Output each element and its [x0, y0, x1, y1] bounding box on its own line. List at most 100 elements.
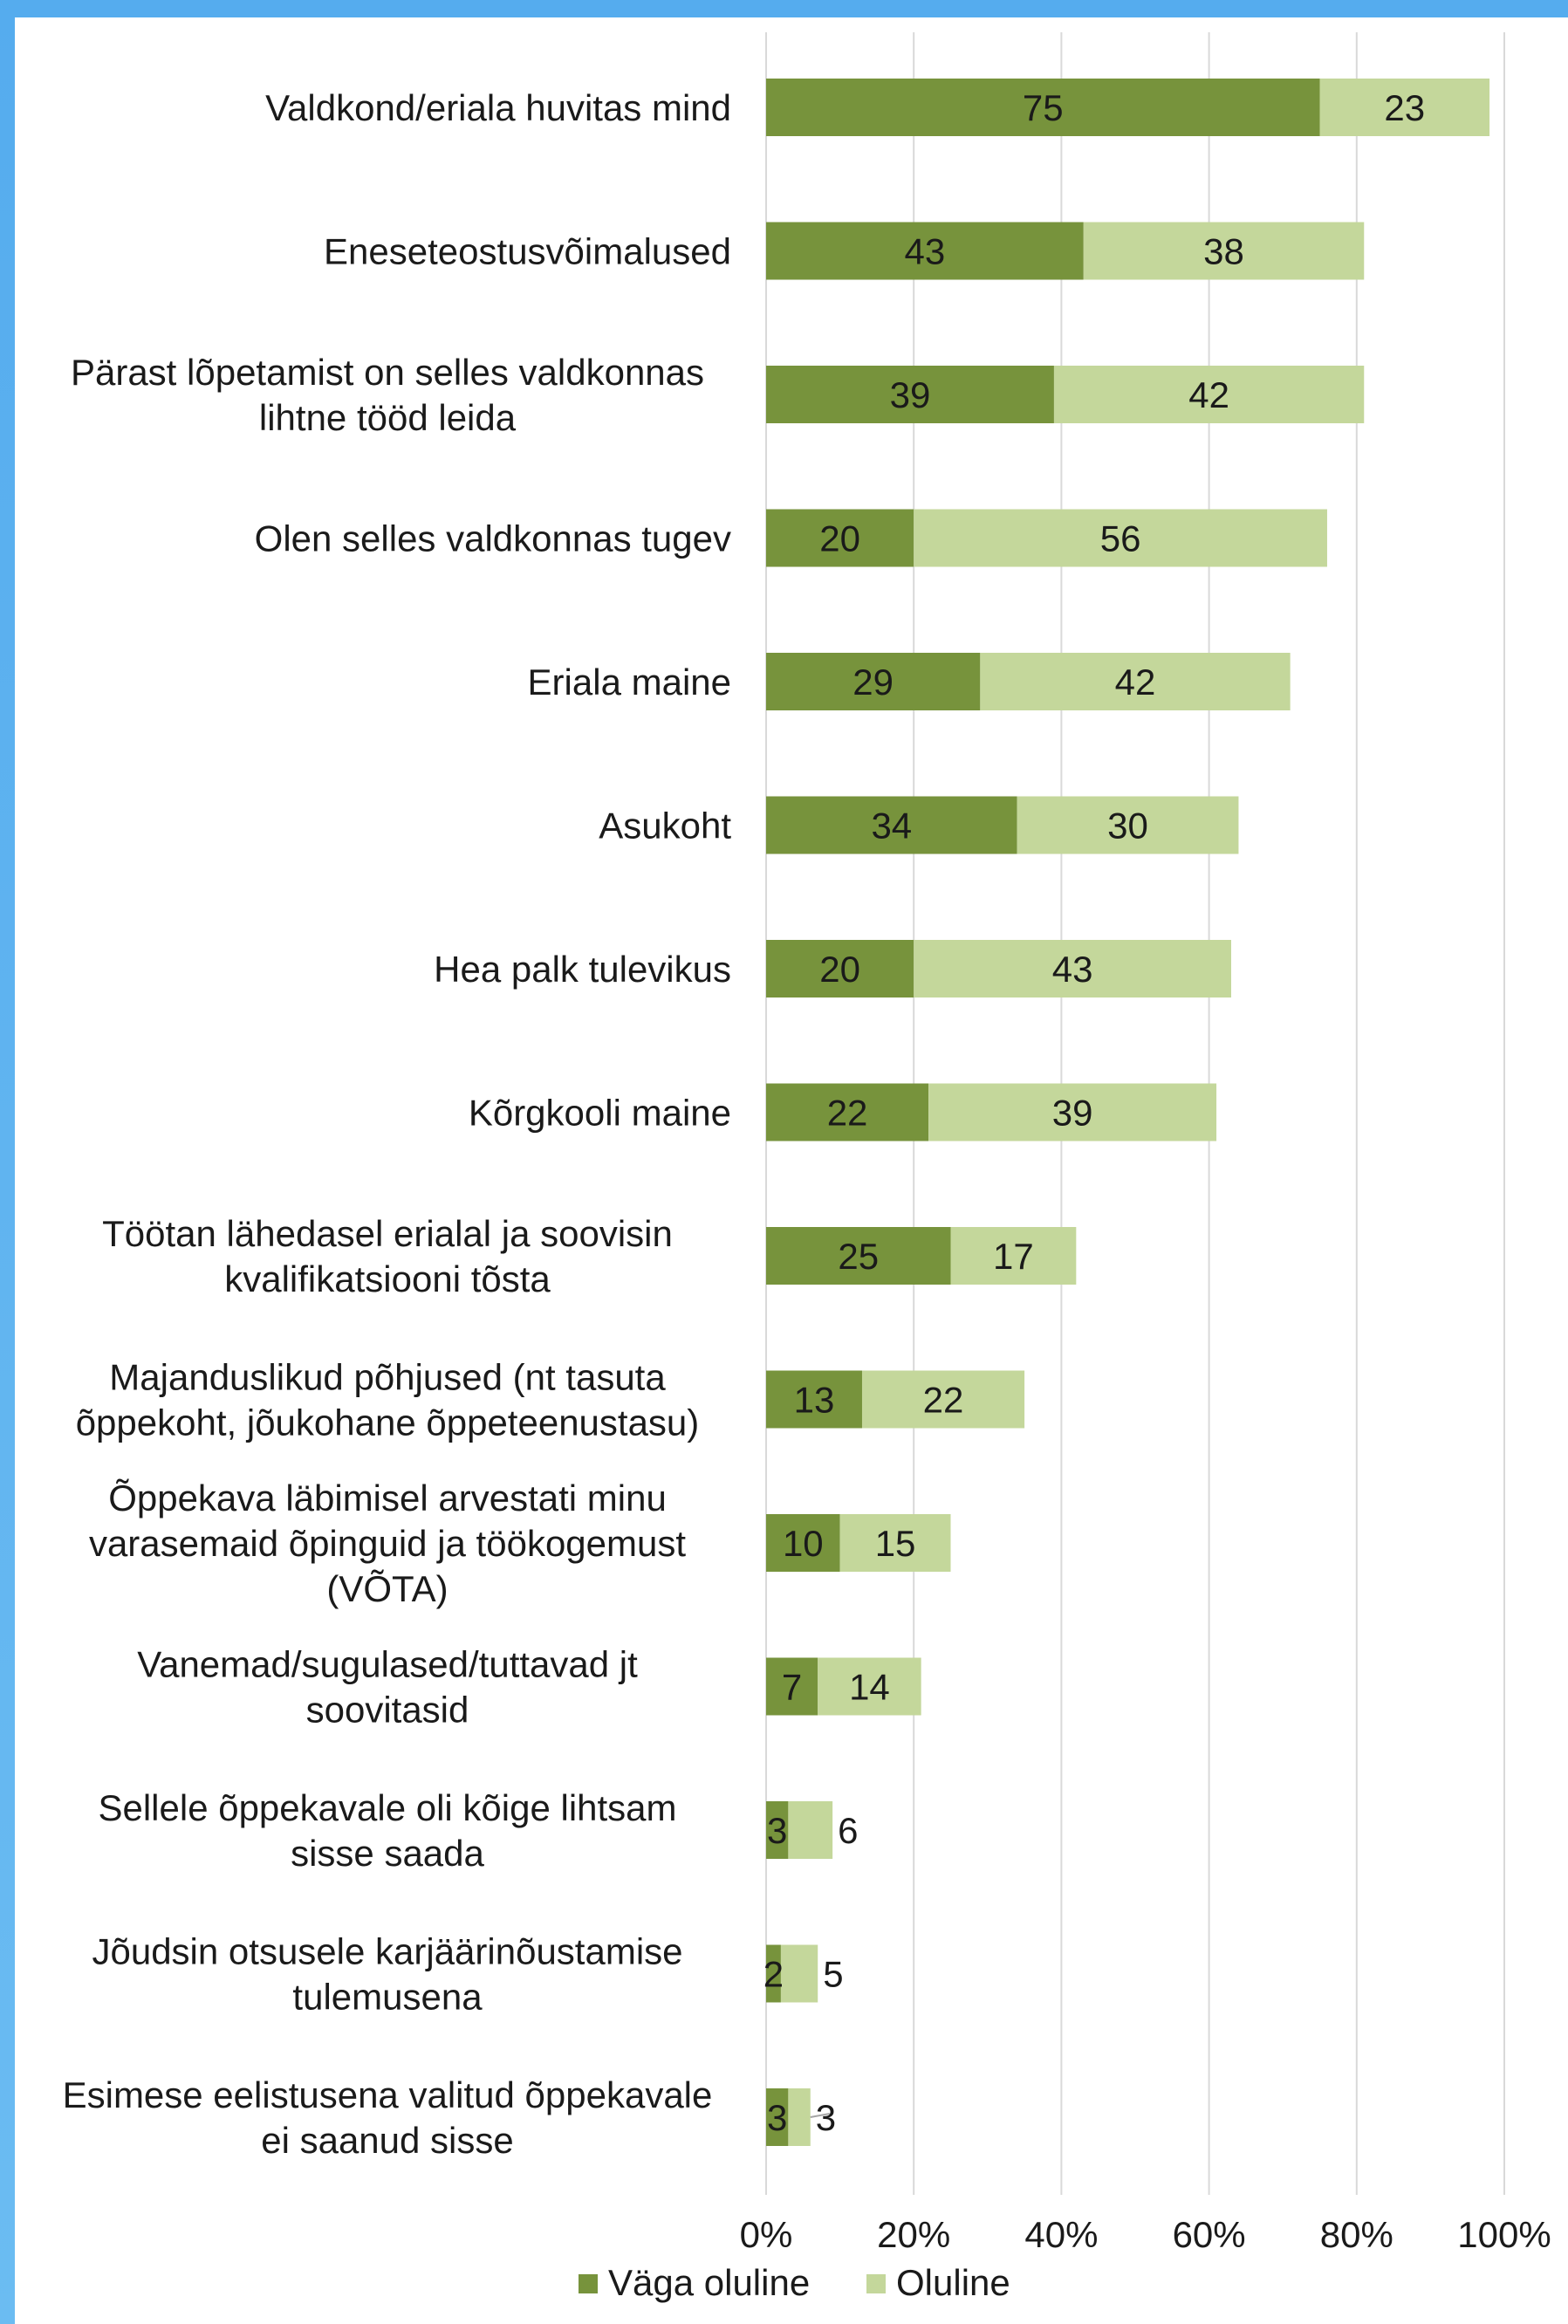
category-label: kvalifikatsiooni tõsta	[224, 1258, 551, 1299]
left-border-bar	[0, 0, 15, 2324]
data-label-oluline: 43	[1052, 949, 1093, 990]
bar-oluline	[788, 1801, 833, 1859]
category-label: Kõrgkooli maine	[469, 1093, 731, 1134]
bar-vaga-oluline	[766, 796, 1017, 854]
bar-vaga-oluline	[766, 509, 914, 567]
data-label-oluline: 23	[1384, 87, 1425, 128]
bar-oluline	[1053, 366, 1365, 423]
bar-vaga-oluline	[766, 1083, 929, 1141]
data-label-vaga-oluline: 34	[871, 806, 912, 847]
data-label-oluline: 30	[1107, 806, 1148, 847]
top-border-bar	[0, 0, 1568, 17]
data-label-oluline: 42	[1115, 662, 1156, 703]
data-label-oluline: 17	[993, 1236, 1034, 1277]
category-label: Eneseteostusvõimalused	[324, 231, 731, 272]
category-label: õppekoht, jõukohane õppeteenustasu)	[76, 1402, 700, 1443]
data-label-oluline: 6	[838, 1810, 858, 1851]
data-label-vaga-oluline: 43	[905, 231, 946, 272]
bar-vaga-oluline	[766, 1944, 781, 2003]
bar-vaga-oluline	[766, 2088, 789, 2146]
category-label: Eriala maine	[528, 662, 731, 703]
bar-vaga-oluline	[766, 653, 981, 710]
data-label-vaga-oluline: 39	[890, 374, 931, 415]
bar-oluline	[788, 2088, 811, 2146]
data-label-vaga-oluline: 20	[819, 949, 860, 990]
data-label-vaga-oluline: 3	[767, 1810, 787, 1851]
bar-vaga-oluline	[766, 222, 1084, 280]
bar-vaga-oluline	[766, 1657, 818, 1716]
category-label: soovitasid	[306, 1690, 469, 1731]
category-label: varasemaid õpinguid ja töökogemust	[89, 1523, 686, 1564]
legend-label: Väga oluline	[608, 2262, 810, 2303]
data-label-oluline: 39	[1052, 1093, 1093, 1134]
legend-swatch	[579, 2274, 598, 2293]
bar-oluline	[1319, 79, 1490, 136]
data-label-oluline: 5	[823, 1954, 843, 1995]
data-label-vaga-oluline: 7	[782, 1667, 802, 1708]
bar-vaga-oluline	[766, 366, 1054, 423]
bar-oluline	[950, 1227, 1077, 1285]
data-label-leader-line	[810, 2113, 830, 2118]
data-label-vaga-oluline: 2	[763, 1954, 784, 1995]
data-label-vaga-oluline: 75	[1023, 87, 1064, 128]
bar-oluline	[1017, 796, 1239, 854]
x-tick-label: 100%	[1457, 2214, 1551, 2255]
data-label-oluline: 3	[816, 2097, 836, 2138]
data-label-oluline: 56	[1100, 518, 1141, 559]
category-label: tulemusena	[292, 1977, 483, 2018]
category-label: ei saanud sisse	[261, 2120, 514, 2161]
x-tick-label: 60%	[1173, 2214, 1246, 2255]
x-tick-label: 0%	[740, 2214, 793, 2255]
category-label: Majanduslikud põhjused (nt tasuta	[109, 1357, 666, 1398]
bar-vaga-oluline	[766, 1801, 789, 1859]
category-label: Vanemad/sugulased/tuttavad jt	[137, 1644, 638, 1685]
category-label: (VÕTA)	[326, 1568, 448, 1609]
x-tick-label: 20%	[877, 2214, 950, 2255]
legend-swatch	[866, 2274, 886, 2293]
data-label-oluline: 42	[1188, 374, 1229, 415]
x-tick-label: 80%	[1320, 2214, 1393, 2255]
bar-oluline	[818, 1657, 921, 1716]
bar-oluline	[839, 1514, 951, 1572]
legend: Väga oluline Oluline	[579, 2262, 1010, 2303]
x-tick-label: 40%	[1024, 2214, 1098, 2255]
bar-oluline	[914, 940, 1231, 997]
data-label-vaga-oluline: 29	[852, 662, 894, 703]
data-label-oluline: 22	[923, 1380, 964, 1421]
bar-oluline	[928, 1083, 1217, 1141]
data-label-oluline: 15	[875, 1523, 916, 1564]
bar-vaga-oluline	[766, 940, 914, 997]
category-label: sisse saada	[291, 1833, 484, 1874]
bar-oluline	[1083, 222, 1365, 280]
data-label-vaga-oluline: 25	[838, 1236, 879, 1277]
x-axis-ticks: 0% 20% 40% 60% 80% 100%	[740, 2214, 1551, 2255]
bar-oluline	[914, 509, 1327, 567]
bar-vaga-oluline	[766, 1514, 840, 1572]
data-label-vaga-oluline: 10	[783, 1523, 824, 1564]
category-label: Hea palk tulevikus	[434, 949, 731, 990]
data-label-vaga-oluline: 3	[767, 2097, 787, 2138]
category-label: Esimese eelistusena valitud õppekavale	[63, 2074, 713, 2115]
bar-vaga-oluline	[766, 79, 1320, 136]
category-labels: Valdkond/eriala huvitas mind Eneseteostus…	[63, 87, 732, 2161]
category-label: Õppekava läbimisel arvestati minu	[108, 1477, 667, 1518]
bar-oluline	[861, 1370, 1025, 1429]
category-label: Pärast lõpetamist on selles valdkonnas	[71, 352, 704, 393]
bar-oluline	[980, 653, 1291, 710]
bar-vaga-oluline	[766, 1370, 862, 1429]
data-label-oluline: 38	[1203, 231, 1244, 272]
bar-oluline	[780, 1944, 818, 2003]
legend-label: Oluline	[896, 2262, 1010, 2303]
category-label: Töötan lähedasel erialal ja soovisin	[102, 1213, 673, 1254]
category-label: Valdkond/eriala huvitas mind	[265, 87, 731, 128]
category-label: Olen selles valdkonnas tugev	[255, 518, 731, 559]
category-label: Jõudsin otsusele karjäärinõustamise	[92, 1931, 682, 1972]
category-label: Sellele õppekavale oli kõige lihtsam	[98, 1787, 676, 1828]
bar-vaga-oluline	[766, 1227, 951, 1285]
data-label-vaga-oluline: 20	[819, 518, 860, 559]
data-label-oluline: 14	[849, 1667, 890, 1708]
data-label-vaga-oluline: 13	[794, 1380, 835, 1421]
